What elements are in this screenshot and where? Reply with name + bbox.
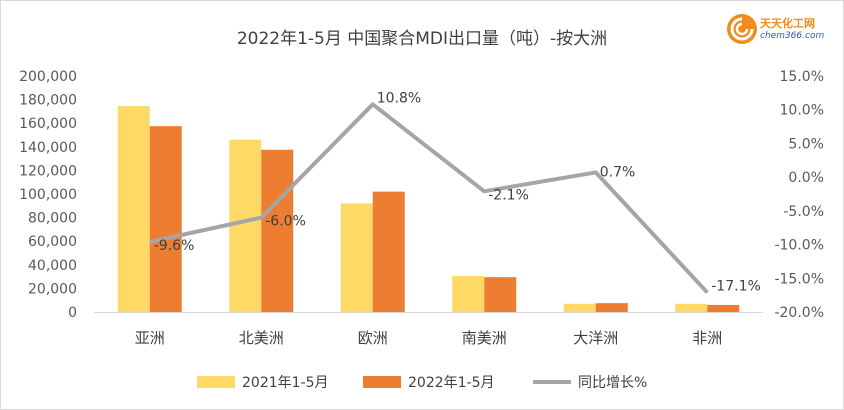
legend-label: 2021年1-5月 — [242, 375, 329, 391]
x-tick-label: 北美洲 — [239, 329, 284, 347]
y-right-tick-label: 5.0% — [788, 136, 824, 152]
bar-2021 — [340, 203, 373, 312]
bar-2022 — [707, 304, 740, 312]
bar-2022 — [484, 277, 517, 312]
site-logo: 天天化工网 chem366.com — [726, 11, 836, 47]
logo-text: 天天化工网 — [760, 17, 815, 30]
growth-data-label: -6.0% — [265, 214, 306, 230]
logo-url: chem366.com — [760, 31, 825, 41]
bar-2021 — [452, 276, 485, 312]
growth-data-label: 0.7% — [600, 164, 636, 180]
legend-swatch — [363, 376, 401, 388]
x-tick-label: 南美洲 — [462, 329, 507, 347]
y-right-tick-label: 15.0% — [780, 69, 824, 85]
bar-2022 — [149, 126, 182, 313]
x-tick-label: 亚洲 — [135, 329, 165, 347]
y-left-tick-label: 180,000 — [19, 93, 77, 109]
y-left-tick-label: 100,000 — [19, 187, 77, 203]
bar-2021 — [117, 106, 150, 312]
growth-line — [149, 102, 709, 294]
bar-2022 — [372, 191, 405, 312]
y-left-tick-label: 0 — [68, 305, 77, 321]
growth-data-label: 10.8% — [377, 90, 421, 106]
y-left-tick-label: 60,000 — [28, 234, 77, 250]
y-left-tick-label: 200,000 — [19, 69, 77, 85]
bar-2022 — [261, 149, 294, 312]
chart-title: 2022年1-5月 中国聚合MDI出口量（吨）-按大洲 — [236, 29, 608, 49]
legend-label: 同比增长% — [578, 375, 647, 391]
x-tick-label: 大洋洲 — [573, 329, 618, 347]
legend-swatch — [197, 376, 235, 388]
y-right-tick-label: 0.0% — [788, 170, 824, 186]
y-right-tick-label: -20.0% — [774, 305, 824, 321]
y-left-tick-label: 140,000 — [19, 140, 77, 156]
y-left-tick-label: 160,000 — [19, 116, 77, 132]
logo-swirl-icon — [727, 14, 757, 44]
x-tick-label: 非洲 — [692, 329, 722, 347]
legend-label: 2022年1-5月 — [408, 375, 495, 391]
growth-data-label: -2.1% — [488, 187, 529, 203]
y-right-tick-label: -5.0% — [783, 204, 824, 220]
y-left-tick-label: 80,000 — [28, 211, 77, 227]
x-tick-label: 欧洲 — [358, 329, 388, 347]
bar-2021 — [563, 303, 596, 312]
y-left-tick-label: 120,000 — [19, 163, 77, 179]
y-left-tick-label: 20,000 — [28, 281, 77, 297]
y-right-tick-label: 10.0% — [780, 103, 824, 119]
y-left-tick-label: 40,000 — [28, 258, 77, 274]
bar-2021 — [675, 303, 708, 312]
growth-data-label: -9.6% — [154, 238, 195, 254]
y-right-tick-label: -10.0% — [774, 238, 824, 254]
bar-2022 — [595, 303, 628, 312]
bar-2021 — [229, 139, 262, 312]
y-right-tick-label: -15.0% — [774, 271, 824, 287]
growth-data-label: -17.1% — [711, 278, 761, 294]
